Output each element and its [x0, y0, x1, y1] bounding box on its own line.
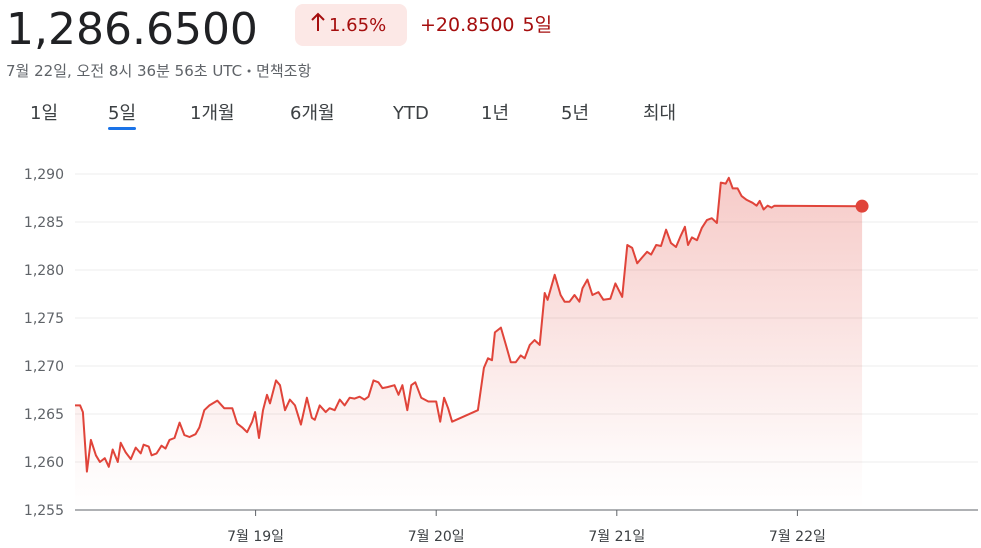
range-tab[interactable]: 5년: [561, 103, 589, 124]
separator: [247, 69, 251, 73]
x-tick-label: 7월 22일: [769, 529, 826, 545]
y-tick-label: 1,255: [24, 503, 64, 519]
y-tick-label: 1,275: [24, 311, 64, 327]
area-fill: [75, 177, 863, 511]
up-arrow: [311, 12, 325, 31]
range-tab[interactable]: 5일: [108, 103, 136, 124]
change: +20.8500: [420, 14, 515, 36]
last-point: [855, 199, 869, 213]
chart: 1,255 1,260 1,265 1,270 1,275 1,280 1,285 1,290…: [24, 167, 978, 545]
range-tab[interactable]: YTD: [392, 103, 429, 124]
change-badge: [295, 4, 407, 46]
price: 1,286.6500: [6, 4, 258, 55]
y-tick-label: 1,260: [24, 455, 64, 471]
x-tick-label: 7월 20일: [408, 529, 465, 545]
tab-underline: [108, 127, 137, 130]
range-tabs: 1일 5일 1개월 6개월 YTD 1년 5년 최대: [30, 103, 676, 130]
change-percent: 1.65%: [329, 15, 386, 36]
price-line: [75, 176, 863, 473]
y-tick-label: 1,265: [24, 407, 64, 423]
x-tick-label: 7월 19일: [227, 529, 284, 545]
range-tab[interactable]: 1개월: [190, 103, 235, 124]
range-tab[interactable]: 1일: [30, 103, 58, 124]
x-tick-label: 7월 21일: [588, 529, 645, 545]
y-tick-label: 1,270: [24, 359, 64, 375]
range-tab[interactable]: 1년: [481, 103, 509, 124]
period: 5일: [523, 14, 553, 36]
range-tab[interactable]: 6개월: [290, 103, 335, 124]
timestamp: 7월 22일, 오전 8시 36분 56초 UTC: [6, 62, 242, 80]
range-tab[interactable]: 최대: [643, 103, 676, 124]
disclaimer-link[interactable]: 면책조항: [256, 62, 311, 80]
y-tick-label: 1,290: [24, 167, 64, 183]
y-tick-label: 1,285: [24, 215, 64, 231]
y-tick-label: 1,280: [24, 263, 64, 279]
